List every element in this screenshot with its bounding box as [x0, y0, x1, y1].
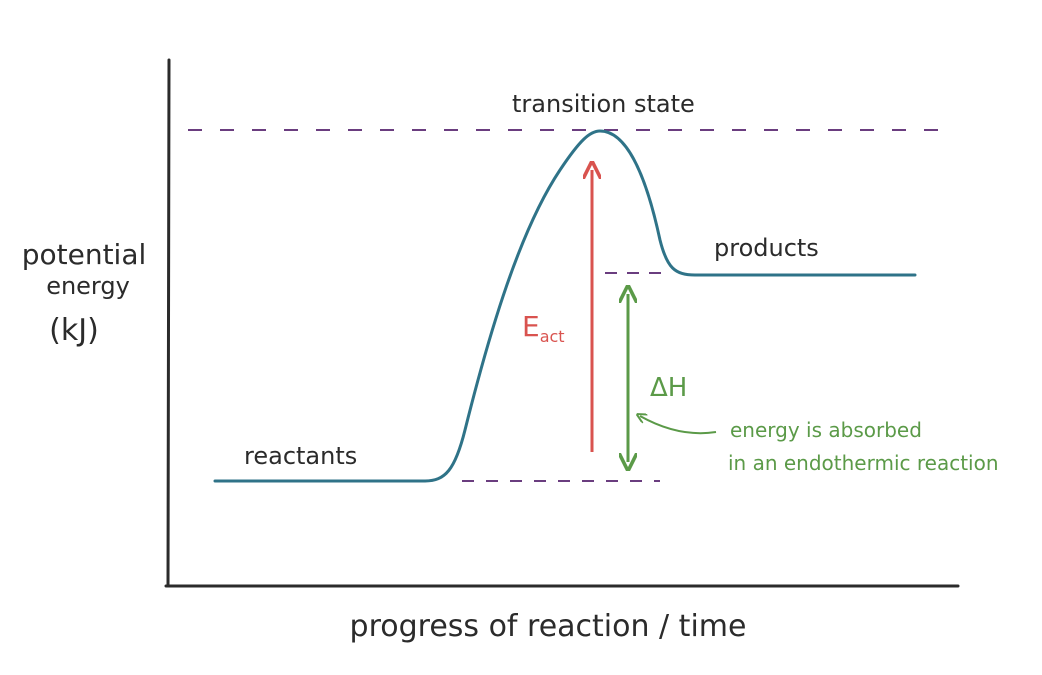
products-label: products	[714, 234, 819, 262]
note-line-2: in an endothermic reaction	[728, 451, 999, 475]
y-axis-label-line2: energy	[46, 272, 130, 300]
activation-energy-sub: act	[540, 327, 565, 346]
y-axis-label-line3: (kJ)	[49, 313, 99, 348]
energy-curve	[213, 129, 917, 483]
transition-state-label: transition state	[512, 90, 695, 118]
y-axis-label-line1: potential	[22, 238, 147, 271]
y-axis	[166, 58, 171, 588]
activation-energy-label: Eact	[522, 310, 565, 346]
x-axis-label: progress of reaction / time	[350, 609, 747, 644]
note-pointer	[640, 416, 717, 435]
note-line-1: energy is absorbed	[730, 418, 922, 442]
reactants-label: reactants	[244, 442, 357, 470]
enthalpy-change-label: ΔH	[650, 373, 687, 403]
activation-energy-main: E	[522, 310, 540, 343]
